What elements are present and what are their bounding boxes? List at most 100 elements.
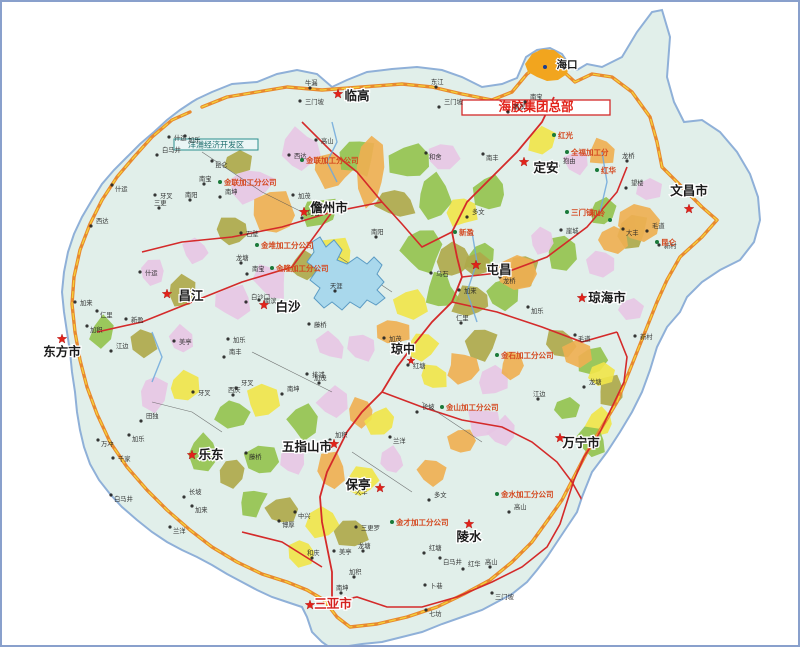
svg-text:抱由: 抱由: [563, 156, 576, 165]
svg-text:金山加工分公司: 金山加工分公司: [445, 402, 499, 412]
svg-text:三门坡: 三门坡: [305, 97, 325, 106]
svg-text:什运: 什运: [145, 268, 158, 277]
svg-text:藤桥: 藤桥: [249, 452, 262, 461]
svg-text:江边: 江边: [116, 342, 129, 350]
svg-text:和庆: 和庆: [307, 548, 320, 557]
svg-text:加来: 加来: [195, 505, 208, 514]
svg-text:金水加工分公司: 金水加工分公司: [500, 489, 554, 499]
svg-text:高山: 高山: [485, 557, 498, 566]
svg-text:加积: 加积: [90, 325, 103, 334]
svg-text:美亭: 美亭: [179, 337, 192, 346]
svg-text:临高: 临高: [344, 88, 369, 103]
svg-text:大丰: 大丰: [626, 228, 639, 237]
svg-text:高山: 高山: [514, 502, 527, 511]
svg-text:金堆加工分公司: 金堆加工分公司: [260, 240, 314, 250]
svg-text:加乐: 加乐: [188, 135, 201, 144]
svg-text:藤桥: 藤桥: [314, 320, 327, 329]
svg-text:长坡: 长坡: [422, 402, 435, 411]
svg-text:天涯: 天涯: [330, 281, 343, 290]
svg-text:南阳: 南阳: [185, 190, 198, 199]
svg-text:加乐: 加乐: [132, 434, 145, 443]
svg-text:加来: 加来: [80, 298, 93, 307]
svg-text:东江: 东江: [431, 77, 444, 86]
svg-text:红华: 红华: [601, 165, 616, 175]
svg-text:兰洋: 兰洋: [173, 526, 186, 535]
svg-text:南坤: 南坤: [225, 187, 238, 196]
svg-text:美亭: 美亭: [339, 547, 352, 556]
svg-text:多文: 多文: [434, 490, 447, 499]
svg-text:红光: 红光: [558, 130, 573, 140]
svg-text:白沙: 白沙: [275, 299, 301, 314]
svg-text:金才加工分公司: 金才加工分公司: [395, 517, 449, 527]
svg-text:和岭: 和岭: [590, 208, 605, 218]
svg-text:多文: 多文: [472, 207, 485, 216]
svg-text:南坤: 南坤: [336, 583, 349, 592]
svg-text:长坡: 长坡: [189, 487, 202, 496]
svg-text:加乐: 加乐: [531, 306, 544, 315]
svg-text:西庆: 西庆: [228, 385, 241, 394]
svg-text:乐东: 乐东: [198, 447, 224, 462]
svg-text:三更: 三更: [154, 199, 167, 207]
svg-text:红塘: 红塘: [429, 543, 442, 552]
svg-text:保亭: 保亭: [344, 477, 371, 492]
svg-text:白马井: 白马井: [114, 494, 133, 503]
svg-text:加来: 加来: [464, 286, 477, 295]
svg-text:海口: 海口: [557, 58, 578, 71]
svg-text:牙叉: 牙叉: [198, 389, 211, 397]
svg-text:南阳: 南阳: [371, 227, 384, 236]
svg-text:江边: 江边: [533, 390, 546, 398]
svg-text:白沙门: 白沙门: [251, 292, 270, 301]
svg-text:东方市: 东方市: [43, 344, 81, 359]
svg-text:金石加工分公司: 金石加工分公司: [500, 350, 554, 360]
svg-text:红塘: 红塘: [413, 361, 426, 370]
svg-text:文昌市: 文昌市: [670, 183, 708, 198]
svg-text:南丰: 南丰: [486, 153, 499, 162]
svg-text:昆仑: 昆仑: [215, 160, 228, 169]
svg-text:望楼: 望楼: [631, 178, 644, 187]
svg-text:三门坡: 三门坡: [495, 592, 515, 601]
svg-text:七坊: 七坊: [429, 609, 442, 618]
svg-text:毛道: 毛道: [652, 221, 665, 230]
svg-text:西达: 西达: [96, 216, 109, 225]
svg-text:加茂: 加茂: [298, 191, 311, 200]
svg-text:白马井: 白马井: [443, 557, 462, 566]
svg-text:三门坡: 三门坡: [444, 97, 464, 106]
svg-text:牛漏: 牛漏: [305, 78, 318, 87]
svg-text:和舍: 和舍: [429, 152, 442, 161]
svg-text:南宝: 南宝: [252, 264, 265, 273]
svg-text:毛道: 毛道: [578, 334, 591, 343]
svg-text:五指山市: 五指山市: [282, 439, 333, 454]
svg-text:千家: 千家: [118, 454, 131, 463]
svg-text:陵水: 陵水: [456, 529, 482, 544]
svg-text:三亚市: 三亚市: [314, 596, 352, 611]
svg-text:卜巷: 卜巷: [430, 582, 443, 590]
svg-text:金隆加工分公司: 金隆加工分公司: [275, 263, 329, 273]
svg-text:万冲: 万冲: [101, 439, 114, 448]
svg-text:仁里: 仁里: [456, 313, 469, 322]
svg-text:加乐: 加乐: [233, 335, 246, 344]
svg-text:屯昌: 屯昌: [486, 262, 511, 277]
svg-text:琼中: 琼中: [391, 341, 415, 356]
svg-text:崖城: 崖城: [566, 227, 579, 235]
svg-text:三更罗: 三更罗: [361, 524, 380, 532]
svg-text:博厚: 博厚: [282, 520, 295, 529]
svg-text:仁里: 仁里: [100, 310, 113, 319]
svg-text:全福加工分: 全福加工分: [570, 147, 609, 157]
svg-text:排浦: 排浦: [312, 370, 325, 379]
svg-text:加积: 加积: [349, 567, 362, 576]
svg-text:新村: 新村: [640, 332, 653, 341]
svg-text:琼海市: 琼海市: [588, 290, 626, 305]
svg-text:高山: 高山: [321, 136, 334, 145]
svg-text:红华: 红华: [468, 559, 481, 568]
svg-text:中兴: 中兴: [298, 511, 311, 520]
svg-text:龙塘: 龙塘: [236, 253, 249, 262]
svg-text:牙叉: 牙叉: [241, 379, 254, 387]
svg-text:乌石: 乌石: [436, 269, 449, 278]
svg-text:加积: 加积: [335, 430, 348, 439]
svg-text:昆仑: 昆仑: [661, 237, 676, 247]
svg-text:南宝: 南宝: [530, 92, 543, 101]
svg-text:南宝: 南宝: [199, 174, 212, 183]
svg-text:牙叉: 牙叉: [160, 192, 173, 200]
svg-text:新盈: 新盈: [131, 315, 144, 324]
svg-text:龙塘: 龙塘: [589, 377, 602, 386]
